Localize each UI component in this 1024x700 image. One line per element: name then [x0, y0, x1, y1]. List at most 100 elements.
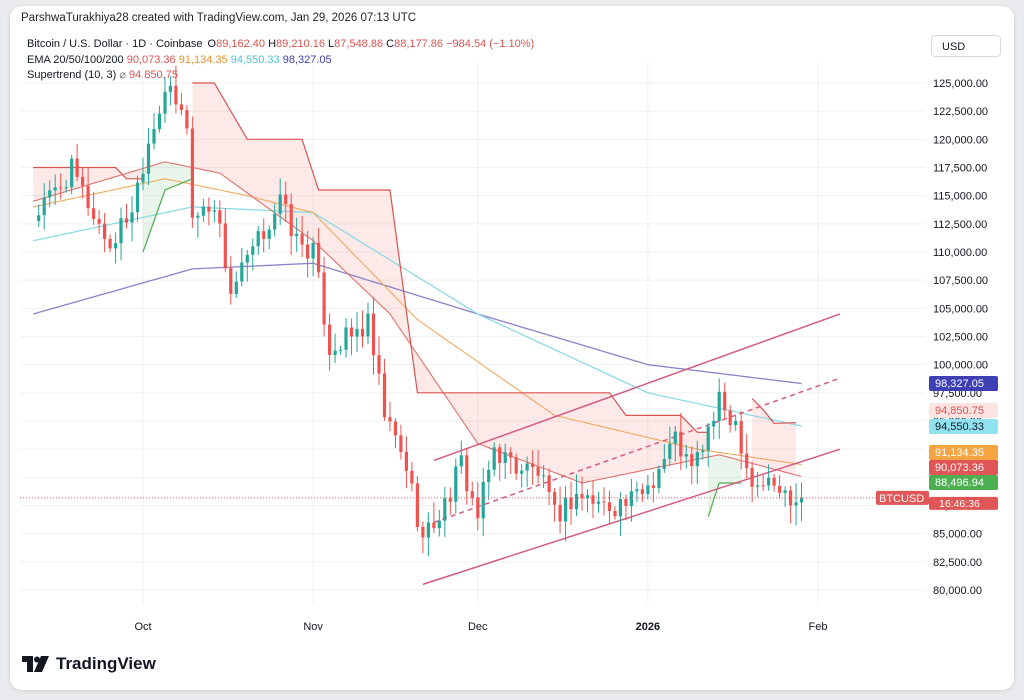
ema50-line: [33, 178, 802, 466]
candle-body: [624, 499, 628, 506]
attribution-text: ParshwaTurakhiya28 created with TradingV…: [21, 12, 417, 24]
candle-body: [503, 452, 507, 463]
candle-body: [256, 231, 260, 247]
candle-body: [234, 281, 238, 294]
candle-body: [92, 208, 96, 219]
candle-body: [223, 223, 227, 269]
candles: [37, 65, 804, 557]
candle-body: [426, 522, 430, 538]
candle-body: [481, 482, 485, 519]
tradingview-logo[interactable]: TradingView: [22, 654, 156, 674]
candle-body: [179, 104, 183, 111]
candle-body: [712, 421, 716, 427]
supertrend-line-down: [751, 398, 797, 424]
candle-body: [339, 349, 343, 351]
supertrend-fill-up: [708, 454, 742, 517]
price-label-bg: [929, 376, 998, 391]
legend-symbol[interactable]: Bitcoin / U.S. Dollar · 1D · Coinbase: [27, 38, 203, 50]
supertrend-line-up: [142, 178, 193, 253]
legend-ema-label: EMA 20/50/100/200: [27, 53, 124, 66]
candle-body: [750, 467, 754, 487]
candle-body: [124, 218, 129, 223]
candle-body: [613, 511, 617, 517]
legend-supertrend-row[interactable]: Supertrend (10, 3) ⌀ 94,850.75: [27, 68, 534, 84]
candle-body: [487, 469, 491, 482]
candle-body: [492, 447, 496, 470]
y-axis: 80,000.0082,500.0085,000.0087,500.0090,0…: [933, 78, 988, 597]
supertrend-fill-down: [192, 83, 709, 483]
legend-low: 87,548.86: [334, 38, 384, 50]
candle-body: [163, 91, 167, 114]
candle-body: [196, 215, 200, 218]
candle-body: [591, 495, 595, 504]
candle-body: [607, 502, 612, 511]
candle-body: [783, 490, 787, 493]
candle-body: [695, 452, 699, 467]
candle-body: [745, 453, 749, 468]
candle-body: [399, 435, 403, 452]
candle-body: [443, 498, 447, 521]
candle-body: [761, 485, 765, 487]
candle-body: [48, 190, 52, 198]
price-label-text: 94,850.75: [935, 405, 984, 417]
candle-body: [794, 502, 798, 506]
candle-body: [382, 373, 387, 418]
legend-close-label: C: [386, 38, 395, 50]
candle-body: [218, 210, 222, 224]
candle-body: [690, 454, 694, 467]
candle-body: [273, 213, 277, 230]
candle-body: [42, 197, 46, 216]
candle-body: [212, 210, 216, 212]
chart-card: [10, 6, 1014, 690]
candle-body: [706, 426, 710, 451]
ticker-badge-symbol-bg: [876, 490, 929, 505]
supertrend-visibility-icon[interactable]: ⌀: [119, 69, 126, 81]
ema100-line: [33, 206, 802, 427]
candle-body: [229, 268, 233, 294]
candle-body: [366, 313, 370, 337]
candle-body: [300, 233, 304, 245]
candle-body: [564, 497, 568, 522]
candle-body: [86, 185, 90, 209]
x-tick-label: Feb: [809, 621, 828, 633]
candle-body: [289, 204, 293, 236]
candle-body: [114, 243, 118, 249]
candle-body: [135, 182, 140, 213]
legend-open: 89,162.40: [216, 38, 266, 50]
candle-body: [772, 477, 776, 486]
candle-body: [157, 113, 162, 129]
candle-body: [536, 467, 540, 476]
candle-body: [371, 313, 376, 356]
price-label-text: 91,134.35: [935, 447, 984, 459]
legend-ema100: 94,550.33: [230, 53, 280, 66]
candle-body: [119, 218, 123, 244]
candle-body: [59, 187, 63, 189]
candle-body: [333, 350, 337, 355]
candle-body: [404, 452, 408, 471]
y-tick-label: 85,000.00: [933, 529, 982, 541]
y-tick-label: 107,500.00: [933, 275, 988, 287]
x-tick-label: 2026: [636, 621, 660, 633]
y-tick-label: 115,000.00: [933, 191, 987, 203]
candle-body: [267, 229, 271, 239]
legend-open-label: O: [207, 38, 217, 50]
candle-body: [547, 475, 551, 493]
candle-body: [168, 85, 172, 92]
candle-body: [103, 223, 107, 239]
candle-body: [306, 244, 310, 259]
candle-body: [240, 262, 244, 282]
candle-body: [558, 504, 562, 522]
supertrend-fill-up: [143, 161, 193, 252]
candle-body: [360, 328, 365, 337]
candle-body: [146, 143, 151, 174]
candle-body: [585, 495, 590, 499]
candle-body: [415, 483, 419, 527]
legend-high: 89,210.16: [276, 38, 325, 50]
legend-ema-row[interactable]: EMA 20/50/100/200 90,073.36 91,134.35 94…: [27, 53, 534, 69]
candle-body: [662, 459, 666, 469]
candle-body: [81, 176, 85, 186]
currency-button[interactable]: USD: [931, 35, 1001, 57]
candle-body: [322, 272, 326, 325]
ema20-line: [33, 161, 802, 484]
